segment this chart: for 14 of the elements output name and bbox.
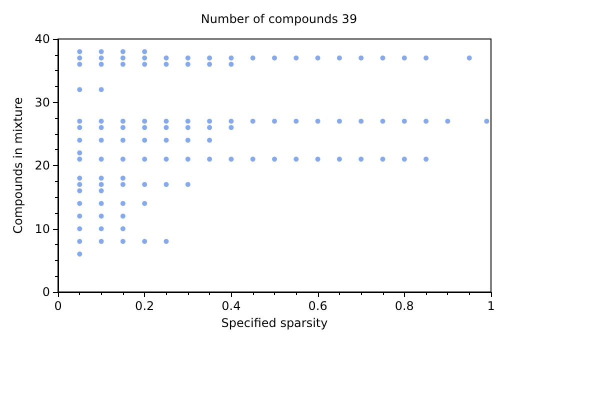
x-tick-label: 0.6 — [308, 299, 328, 313]
y-tick-label: 0 — [42, 285, 50, 299]
x-tick-label: 0.8 — [394, 299, 414, 313]
y-tick-label: 40 — [34, 32, 50, 46]
x-tick-label: 0 — [54, 299, 62, 313]
x-axis-title: Specified sparsity — [221, 316, 328, 330]
y-tick-label: 30 — [34, 95, 50, 110]
x-tick-label: 1 — [487, 299, 495, 313]
y-tick-label: 10 — [34, 222, 50, 236]
chart-title: Number of compounds 39 — [200, 12, 358, 26]
y-tick-label: 20 — [34, 158, 50, 172]
y-axis-title: Compounds in mixture — [10, 97, 25, 234]
x-tick-label: 0.2 — [135, 299, 154, 313]
x-tick-label: 0.4 — [222, 299, 241, 313]
